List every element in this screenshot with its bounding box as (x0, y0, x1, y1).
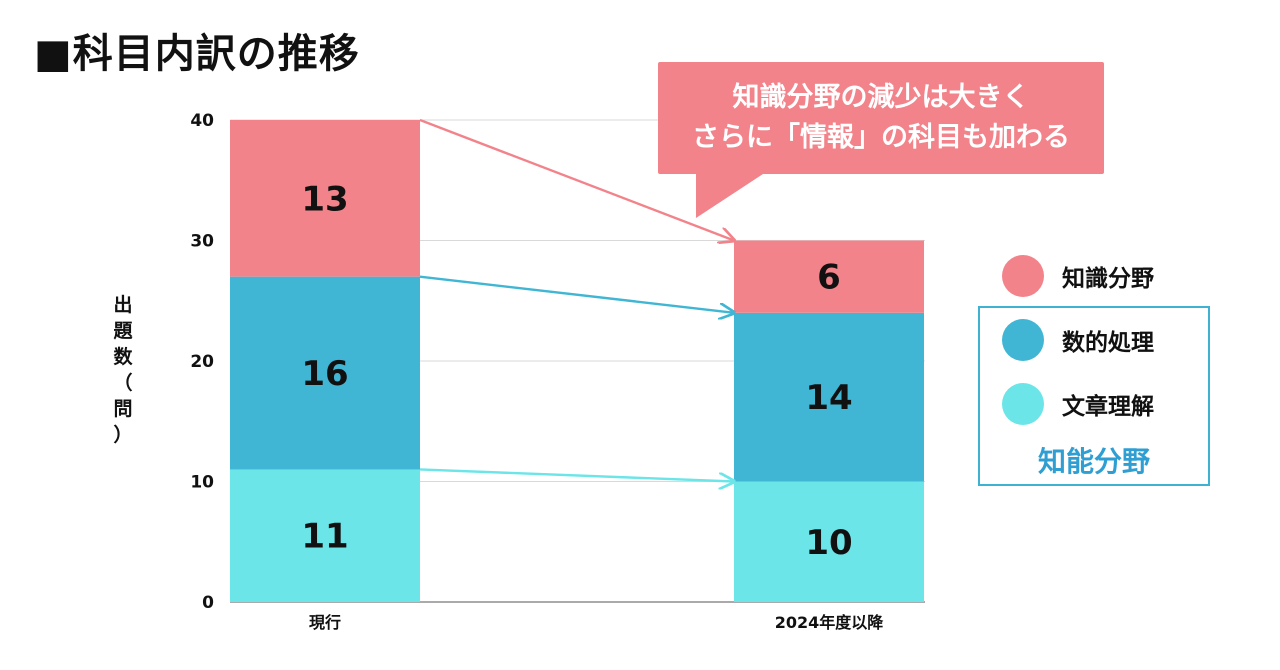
callout-line-2: さらに「情報」の科目も加わる (692, 122, 1070, 153)
legend-swatch-knowledge (1002, 255, 1044, 297)
y-tick-label: 20 (190, 352, 214, 372)
legend-label-knowledge: 知識分野 (1062, 266, 1154, 292)
y-axis-label: 出 題 数 （ 問 ） (113, 294, 133, 446)
bar-segment (230, 276, 420, 470)
x-tick-label: 2024年度以降 (775, 613, 885, 632)
data-label: 14 (805, 378, 852, 418)
bar-segment (230, 469, 420, 602)
legend-item-numerical: 数的処理 (1002, 318, 1154, 362)
y-tick-label: 0 (202, 593, 214, 613)
y-tick-label: 30 (190, 232, 214, 252)
bar-segment (734, 481, 924, 602)
y-tick-label: 40 (190, 111, 214, 131)
connector-arrow (419, 275, 734, 313)
data-label: 10 (805, 523, 852, 563)
connector-arrow (419, 468, 734, 481)
data-label: 6 (817, 258, 841, 298)
data-label: 11 (301, 517, 348, 557)
page-title: ■科目内訳の推移 (34, 31, 360, 77)
legend-item-reading: 文章理解 (1002, 382, 1154, 426)
data-label: 13 (301, 179, 348, 219)
legend-swatch-reading (1002, 383, 1044, 425)
data-label: 16 (301, 354, 348, 394)
callout-tail (696, 172, 766, 218)
callout-line-1: 知識分野の減少は大きく (732, 82, 1030, 113)
y-tick-label: 10 (190, 473, 214, 493)
legend-label-reading: 文章理解 (1062, 394, 1154, 420)
legend-label-numerical: 数的処理 (1062, 330, 1154, 356)
connector-arrow (419, 118, 734, 241)
legend-group-box (978, 306, 1210, 486)
legend-group-label: 知能分野 (1037, 445, 1150, 478)
bar-segment (734, 240, 924, 313)
legend-item-knowledge: 知識分野 (1002, 254, 1154, 298)
legend-swatch-numerical (1002, 319, 1044, 361)
bar-segment (734, 312, 924, 482)
x-tick-label: 現行 (309, 613, 341, 632)
bar-segment (230, 120, 420, 277)
callout-box: 知識分野の減少は大きく さらに「情報」の科目も加わる (658, 62, 1104, 174)
